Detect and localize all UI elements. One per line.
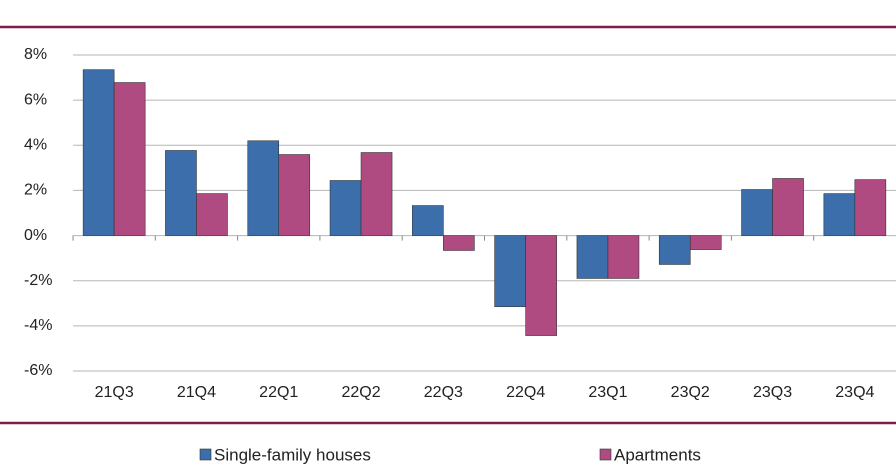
bar — [854, 179, 887, 236]
bar — [247, 140, 280, 236]
x-tick-label: 21Q3 — [95, 384, 134, 401]
bar — [772, 178, 804, 236]
bar — [82, 69, 115, 236]
x-tick-label: 22Q4 — [506, 384, 545, 401]
bar — [741, 189, 773, 236]
y-tick-label: 8% — [24, 46, 47, 63]
x-tick-label: 23Q4 — [835, 384, 874, 401]
bar — [278, 154, 311, 236]
bar — [823, 193, 856, 236]
y-tick-label: 0% — [24, 227, 47, 244]
bar — [607, 235, 640, 279]
bar — [658, 235, 691, 265]
y-tick-label: -6% — [24, 362, 52, 379]
bar — [360, 152, 393, 236]
bar — [412, 205, 444, 236]
bar — [576, 235, 609, 279]
x-tick-label: 22Q1 — [259, 384, 298, 401]
bar — [494, 235, 526, 307]
x-tick-label: 23Q1 — [588, 384, 627, 401]
bar — [329, 180, 362, 236]
x-tick-label: 22Q2 — [341, 384, 380, 401]
bar — [443, 235, 475, 251]
bar — [196, 193, 228, 236]
legend-swatch — [599, 448, 612, 461]
bar — [165, 150, 197, 236]
y-tick-label: -2% — [24, 272, 52, 289]
x-tick-label: 22Q3 — [424, 384, 463, 401]
y-tick-label: 6% — [24, 91, 47, 108]
legend-swatch — [199, 448, 212, 461]
x-tick-label: 21Q4 — [177, 384, 216, 401]
bar — [689, 235, 722, 250]
legend-label: Apartments — [614, 445, 701, 464]
y-tick-label: 4% — [24, 137, 47, 154]
x-tick-label: 23Q3 — [753, 384, 792, 401]
bar — [525, 235, 557, 336]
legend-label: Single-family houses — [214, 445, 371, 464]
y-tick-label: -4% — [24, 317, 52, 334]
y-tick-label: 2% — [24, 182, 47, 199]
bar — [113, 82, 146, 236]
x-tick-label: 23Q2 — [671, 384, 710, 401]
